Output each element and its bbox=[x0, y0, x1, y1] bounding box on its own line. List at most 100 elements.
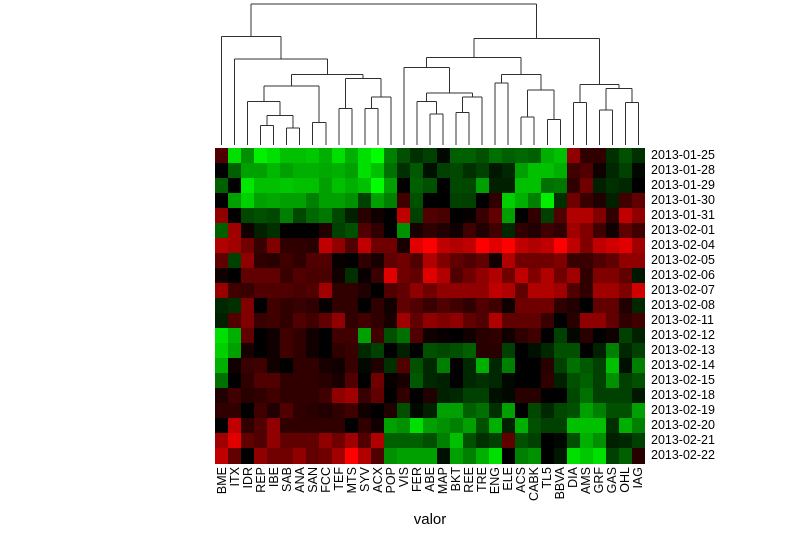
heatmap-cell bbox=[462, 148, 477, 164]
heatmap-cell bbox=[449, 148, 464, 164]
heatmap-cell bbox=[592, 298, 607, 314]
heatmap-cell bbox=[423, 208, 437, 224]
heatmap-cell bbox=[449, 418, 464, 434]
heatmap-cell bbox=[410, 388, 424, 404]
heatmap-cell bbox=[462, 373, 477, 389]
heatmap-cell bbox=[631, 373, 646, 389]
heatmap-cell bbox=[410, 418, 424, 434]
heatmap-cell bbox=[384, 268, 398, 284]
heatmap-cell bbox=[384, 223, 398, 239]
heatmap-cell bbox=[410, 313, 424, 329]
heatmap-cell bbox=[579, 238, 594, 254]
heatmap-cell bbox=[241, 193, 255, 209]
heatmap-cell bbox=[267, 163, 281, 179]
heatmap-cell bbox=[449, 328, 464, 344]
heatmap-cell bbox=[618, 208, 633, 224]
heatmap-cell bbox=[475, 163, 490, 179]
heatmap-cell bbox=[423, 448, 437, 464]
heatmap-cell bbox=[566, 223, 581, 239]
heatmap-cell bbox=[371, 148, 385, 164]
heatmap-cell bbox=[241, 208, 255, 224]
heatmap-cell bbox=[501, 298, 516, 314]
heatmap-cell bbox=[280, 358, 294, 374]
heatmap-cell bbox=[501, 448, 516, 464]
heatmap-cell bbox=[462, 163, 477, 179]
heatmap-cell bbox=[319, 448, 333, 464]
heatmap-cell bbox=[462, 208, 477, 224]
heatmap-cell bbox=[254, 223, 268, 239]
heatmap-cell bbox=[605, 448, 620, 464]
heatmap-cell bbox=[592, 328, 607, 344]
heatmap-cell bbox=[553, 373, 568, 389]
heatmap-cell bbox=[228, 148, 242, 164]
heatmap-cell bbox=[319, 268, 333, 284]
heatmap-cell bbox=[228, 253, 242, 269]
heatmap-cell bbox=[319, 313, 333, 329]
heatmap-cell bbox=[332, 418, 346, 434]
heatmap-cell bbox=[618, 433, 633, 449]
heatmap-cell bbox=[267, 373, 281, 389]
heatmap-cell bbox=[631, 358, 646, 374]
col-label: ANA bbox=[292, 467, 307, 493]
heatmap-cell bbox=[540, 193, 555, 209]
heatmap-cell bbox=[332, 373, 346, 389]
heatmap-cell bbox=[527, 418, 542, 434]
heatmap-cell bbox=[397, 238, 411, 254]
heatmap-cell bbox=[540, 358, 555, 374]
heatmap-cell bbox=[358, 298, 372, 314]
heatmap-cell bbox=[293, 163, 307, 179]
heatmap-cell bbox=[332, 268, 346, 284]
heatmap-cell bbox=[436, 268, 451, 284]
heatmap-cell bbox=[449, 373, 464, 389]
row-label: 2013-02-05 bbox=[651, 252, 715, 267]
heatmap-cell bbox=[631, 448, 646, 464]
heatmap-cell bbox=[410, 163, 424, 179]
heatmap-cell bbox=[514, 193, 529, 209]
heatmap-cell bbox=[488, 223, 503, 239]
heatmap-cell bbox=[306, 178, 320, 194]
heatmap-cell bbox=[566, 193, 581, 209]
heatmap-cell bbox=[280, 148, 294, 164]
heatmap-cell bbox=[280, 328, 294, 344]
heatmap-cell bbox=[228, 238, 242, 254]
heatmap-cell bbox=[566, 298, 581, 314]
heatmap-cell bbox=[592, 403, 607, 419]
heatmap-cell bbox=[384, 358, 398, 374]
heatmap-cell bbox=[358, 193, 372, 209]
heatmap-cell bbox=[488, 268, 503, 284]
heatmap-cell bbox=[345, 343, 359, 359]
heatmap-cell bbox=[306, 193, 320, 209]
row-label: 2013-02-15 bbox=[651, 372, 715, 387]
heatmap-cell bbox=[358, 238, 372, 254]
heatmap-cell bbox=[384, 208, 398, 224]
heatmap-cell bbox=[384, 403, 398, 419]
heatmap-cell bbox=[553, 238, 568, 254]
heatmap-cell bbox=[605, 223, 620, 239]
heatmap-cell bbox=[410, 238, 424, 254]
heatmap-cell bbox=[553, 343, 568, 359]
heatmap-cell bbox=[215, 178, 229, 194]
heatmap-cell bbox=[358, 448, 372, 464]
heatmap-cell bbox=[527, 358, 542, 374]
heatmap-cell bbox=[488, 193, 503, 209]
heatmap-cell bbox=[241, 313, 255, 329]
heatmap-cell bbox=[618, 148, 633, 164]
row-label: 2013-02-18 bbox=[651, 387, 715, 402]
heatmap-cell bbox=[384, 313, 398, 329]
heatmap-cell bbox=[293, 433, 307, 449]
heatmap-cell bbox=[280, 343, 294, 359]
heatmap-cell bbox=[358, 178, 372, 194]
heatmap-cell bbox=[358, 388, 372, 404]
heatmap-cell bbox=[514, 358, 529, 374]
heatmap-cell bbox=[397, 163, 411, 179]
heatmap-cell bbox=[462, 388, 477, 404]
heatmap-cell bbox=[423, 358, 437, 374]
heatmap-cell bbox=[592, 163, 607, 179]
heatmap-cell bbox=[579, 193, 594, 209]
heatmap-cell bbox=[280, 433, 294, 449]
heatmap-cell bbox=[436, 298, 451, 314]
heatmap-cell bbox=[631, 253, 646, 269]
heatmap-cell bbox=[215, 253, 229, 269]
heatmap-cell bbox=[254, 253, 268, 269]
dendrogram-lines bbox=[221, 3, 639, 145]
